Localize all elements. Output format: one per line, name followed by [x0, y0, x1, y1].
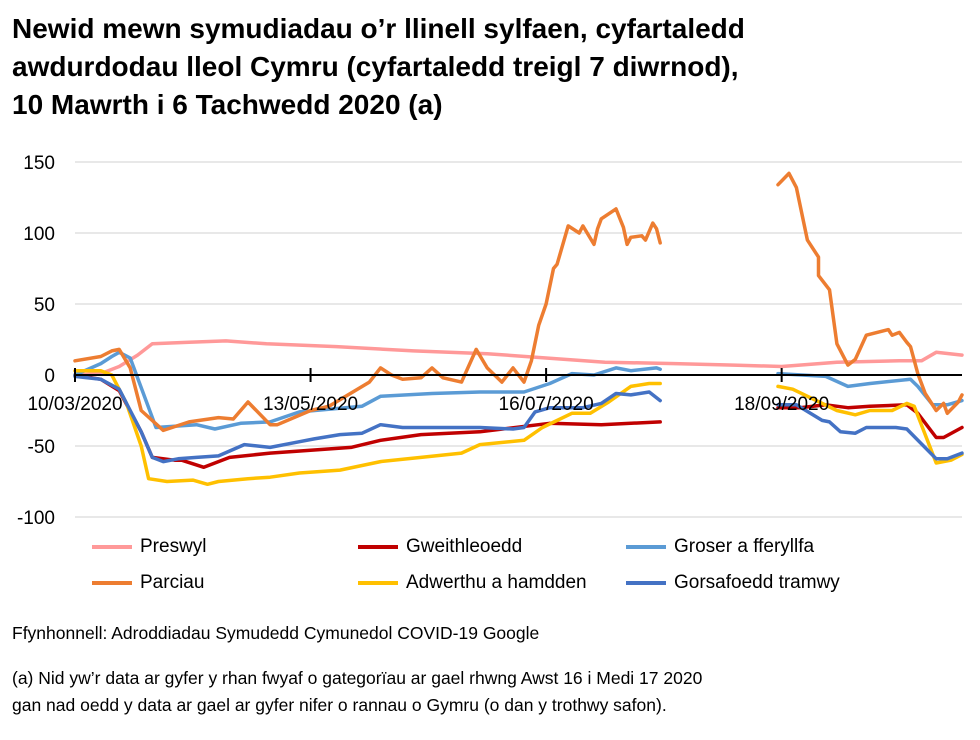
- legend-swatch: [92, 545, 132, 549]
- legend-item-gorsafoedd: Gorsafoedd tramwy: [626, 572, 840, 594]
- legend-item-groser: Groser a fferyllfa: [626, 536, 814, 558]
- x-tick-label: 13/05/2020: [263, 394, 358, 415]
- legend-item-preswyl: Preswyl: [92, 536, 207, 558]
- x-tick-label: 18/09/2020: [734, 394, 829, 415]
- y-tick-label: 50: [34, 295, 55, 316]
- line-chart: 150 100 50 0 -50 -100 10/03/2020 13/05/2020 16/0…: [17, 153, 964, 529]
- legend-item-adwerthu: Adwerthu a hamdden: [358, 572, 587, 594]
- footnote-line-2: gan nad oedd y data ar gael ar gyfer nif…: [12, 695, 667, 715]
- y-tick-label: 150: [23, 153, 55, 174]
- legend-swatch: [358, 545, 398, 549]
- legend-swatch: [358, 581, 398, 585]
- legend-label: Parciau: [140, 572, 205, 593]
- legend-label: Gweithleoedd: [406, 536, 523, 557]
- x-tick-label: 16/07/2020: [499, 394, 594, 415]
- legend-item-parciau: Parciau: [92, 572, 204, 594]
- series-line-preswyl: [73, 339, 964, 377]
- legend-label: Gorsafoedd tramwy: [674, 572, 840, 593]
- x-tick-label: 10/03/2020: [27, 394, 122, 415]
- chart-title: Newid mewn symudiadau o’r llinell sylfae…: [12, 10, 972, 124]
- title-line-3: 10 Mawrth i 6 Tachwedd 2020 (a): [12, 89, 443, 120]
- legend-label: Adwerthu a hamdden: [406, 572, 587, 593]
- source-note: Ffynhonnell: Adroddiadau Symudedd Cymune…: [12, 623, 540, 643]
- legend-item-gweithleoedd: Gweithleoedd: [358, 536, 522, 558]
- footnote-line-1: (a) Nid yw’r data ar gyfer y rhan fwyaf …: [12, 668, 703, 688]
- series-line-gorsafoedd-tramwy: [73, 374, 964, 464]
- y-tick-label: 0: [44, 366, 55, 387]
- series-line-parciau: [73, 171, 964, 433]
- legend-swatch: [92, 581, 132, 585]
- title-line-2: awdurdodau lleol Cymru (cyfartaledd trei…: [12, 51, 739, 82]
- legend-label: Preswyl: [140, 536, 207, 557]
- y-tick-label: -100: [17, 508, 55, 529]
- y-tick-label: -50: [28, 437, 55, 458]
- y-tick-label: 100: [23, 224, 55, 245]
- legend-label: Groser a fferyllfa: [674, 536, 815, 557]
- legend-swatch: [626, 581, 666, 585]
- series-line-adwerthu-a-hamdden: [73, 368, 964, 487]
- title-line-1: Newid mewn symudiadau o’r llinell sylfae…: [12, 13, 745, 44]
- legend-swatch: [626, 545, 666, 549]
